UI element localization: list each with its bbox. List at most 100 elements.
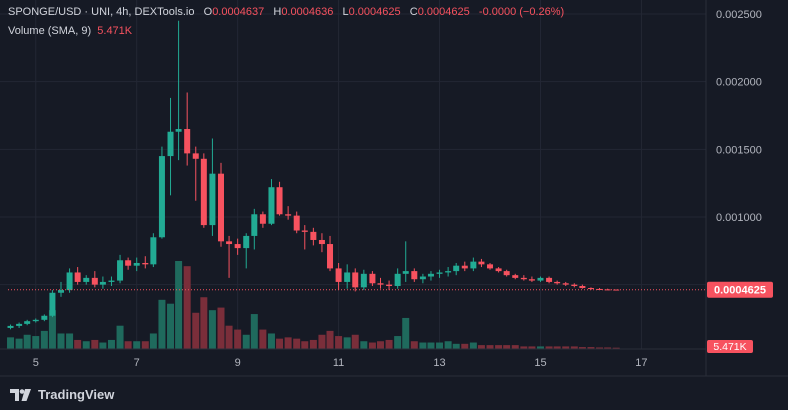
candle-body[interactable] — [57, 290, 64, 293]
volume-legend[interactable]: Volume (SMA, 9) 5.471K — [8, 25, 132, 37]
candle-body[interactable] — [470, 261, 477, 269]
volume-bar — [309, 339, 317, 349]
symbol-title[interactable]: SPONGE/USD · UNI, 4h, DEXTools.io — [8, 6, 195, 18]
price-axis[interactable]: 0.002500 0.002000 0.001500 0.001000 — [716, 9, 762, 224]
candle-body[interactable] — [117, 260, 124, 281]
candle-body[interactable] — [285, 214, 292, 216]
candle-body[interactable] — [192, 153, 199, 159]
candle-body[interactable] — [520, 277, 527, 280]
candle-body[interactable] — [453, 265, 460, 272]
change-value: -0.0000 (−0.26%) — [478, 6, 565, 18]
volume-bar — [469, 342, 477, 349]
volume-bar — [545, 346, 553, 349]
candle-body[interactable] — [226, 241, 233, 245]
candle-body[interactable] — [394, 273, 401, 286]
candle-body[interactable] — [276, 187, 283, 215]
candle-body[interactable] — [133, 262, 140, 266]
candle-body[interactable] — [436, 272, 443, 274]
candle-body[interactable] — [243, 235, 250, 249]
candle-body[interactable] — [327, 244, 334, 269]
candle-body[interactable] — [546, 277, 553, 282]
candle-body[interactable] — [528, 279, 535, 281]
candle-body[interactable] — [310, 231, 317, 240]
volume-bar — [368, 342, 376, 349]
candle-body[interactable] — [512, 275, 519, 278]
candle-body[interactable] — [16, 323, 23, 326]
candle-body[interactable] — [99, 281, 106, 285]
candle-body[interactable] — [167, 131, 174, 157]
candle-body[interactable] — [445, 271, 452, 273]
candle-body[interactable] — [587, 288, 594, 290]
candle-body[interactable] — [142, 262, 149, 265]
candle-body[interactable] — [411, 271, 418, 280]
volume-bar — [536, 346, 544, 349]
volume-indicator-label[interactable]: Volume (SMA, 9) — [8, 25, 92, 37]
volume-bar — [284, 337, 292, 349]
candle-body[interactable] — [217, 173, 224, 242]
candle-body[interactable] — [66, 272, 73, 291]
time-tick-label: 15 — [534, 357, 546, 369]
ohlc-legend[interactable]: SPONGE/USD · UNI, 4h, DEXTools.io O0.000… — [8, 6, 564, 18]
candle-body[interactable] — [125, 260, 132, 266]
time-tick-label: 7 — [134, 357, 140, 369]
candle-body[interactable] — [613, 289, 620, 291]
candle-body[interactable] — [318, 239, 325, 245]
candle-body[interactable] — [234, 244, 241, 249]
candle-body[interactable] — [150, 237, 157, 265]
candle-body[interactable] — [41, 315, 48, 320]
candles[interactable] — [7, 20, 620, 330]
candle-body[interactable] — [419, 276, 426, 280]
candle-body[interactable] — [554, 281, 561, 284]
volume-bar — [419, 342, 427, 349]
candle-body[interactable] — [209, 173, 216, 226]
candle-body[interactable] — [200, 158, 207, 226]
candle-body[interactable] — [74, 272, 81, 282]
candle-body[interactable] — [377, 283, 384, 285]
candle-body[interactable] — [91, 277, 98, 285]
candle-body[interactable] — [184, 129, 191, 154]
candle-body[interactable] — [369, 273, 376, 284]
candle-body[interactable] — [571, 284, 578, 286]
candle-body[interactable] — [604, 289, 611, 291]
candle-body[interactable] — [461, 265, 468, 269]
volume-bar — [343, 337, 351, 349]
candle-body[interactable] — [352, 272, 359, 288]
tradingview-logo[interactable]: TradingView — [10, 387, 114, 402]
candle-body[interactable] — [579, 285, 586, 289]
candle-body[interactable] — [7, 325, 14, 328]
candle-body[interactable] — [268, 187, 275, 224]
candle-body[interactable] — [495, 268, 502, 272]
candle-body[interactable] — [49, 292, 56, 316]
candle-body[interactable] — [427, 273, 434, 277]
candle-body[interactable] — [251, 214, 258, 236]
candle-body[interactable] — [487, 264, 494, 269]
time-tick-label: 9 — [235, 357, 241, 369]
volume-bar — [385, 339, 393, 349]
candle-body[interactable] — [301, 230, 308, 232]
candle-body[interactable] — [32, 319, 39, 322]
volume-bar — [596, 347, 604, 349]
candle-body[interactable] — [259, 214, 266, 224]
candle-body[interactable] — [293, 215, 300, 231]
time-axis[interactable]: 5 7 9 11 13 15 17 — [33, 357, 648, 369]
volume-bar — [15, 338, 23, 349]
candle-body[interactable] — [360, 273, 367, 288]
candle-body[interactable] — [158, 156, 165, 238]
candle-body[interactable] — [108, 280, 115, 282]
candle-body[interactable] — [24, 321, 31, 324]
candle-body[interactable] — [503, 271, 510, 276]
candle-body[interactable] — [537, 277, 544, 281]
candle-body[interactable] — [562, 283, 569, 285]
candle-body[interactable] — [386, 284, 393, 286]
candle-body[interactable] — [478, 261, 485, 265]
volume-bar — [183, 266, 191, 349]
candle-body[interactable] — [83, 277, 90, 282]
volume-tag: 5.471K — [707, 340, 753, 353]
volume-bar — [612, 347, 620, 349]
candle-body[interactable] — [335, 268, 342, 282]
candle-body[interactable] — [344, 272, 351, 282]
volume-bar — [225, 325, 233, 349]
candle-body[interactable] — [175, 129, 182, 132]
candle-body[interactable] — [402, 271, 409, 274]
